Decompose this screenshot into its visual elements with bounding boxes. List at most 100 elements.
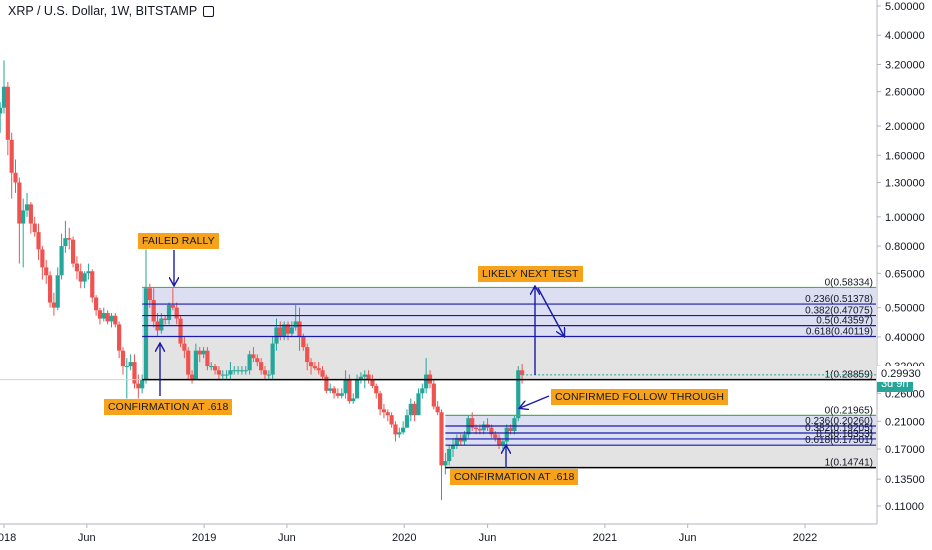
- candle-body: [259, 362, 264, 371]
- candle: [136, 374, 141, 399]
- candle-body: [404, 415, 410, 428]
- candle: [251, 347, 256, 363]
- price-tick-label: 0.40000: [885, 332, 925, 344]
- candle-body: [174, 307, 179, 319]
- candle: [512, 415, 517, 435]
- candle-body: [473, 427, 479, 429]
- candle-body: [504, 427, 509, 442]
- candle-body: [316, 368, 321, 371]
- price-tick-label: 1.00000: [885, 212, 925, 224]
- symbol-title: XRP / U.S. Dollar, 1W, BITSTAMP: [8, 4, 215, 18]
- candle-body: [347, 379, 352, 402]
- fib-lower-level-label: 0.236(0.20260): [805, 416, 873, 427]
- candle-body: [262, 370, 268, 375]
- candle: [9, 132, 14, 199]
- candle: [55, 267, 60, 311]
- price-tick-label: 0.17000: [885, 444, 925, 456]
- candle: [74, 256, 80, 280]
- candle: [450, 437, 456, 457]
- candle-body: [59, 246, 64, 276]
- candle: [47, 271, 53, 308]
- annotation-failed-rally[interactable]: FAILED RALLY: [138, 233, 219, 249]
- candle-body: [166, 305, 172, 320]
- candle-body: [82, 273, 87, 282]
- fib-lower-level-label: 0.5(0.18353): [816, 429, 873, 440]
- candle-body: [239, 370, 245, 372]
- candle-body: [186, 350, 191, 375]
- candle: [378, 390, 383, 416]
- candle-body: [489, 427, 494, 435]
- candle-body: [17, 182, 22, 224]
- candle-body: [113, 315, 118, 325]
- candle-body: [32, 223, 37, 233]
- candle: [51, 292, 56, 316]
- candle-body: [47, 275, 53, 303]
- price-tick-label: 2.00000: [885, 121, 925, 133]
- candle-body: [351, 398, 356, 402]
- candle: [489, 424, 494, 438]
- fib-lower-level-label: 0.382(0.19205): [805, 423, 873, 434]
- candle-body: [86, 271, 91, 274]
- candle: [128, 354, 133, 371]
- candle-body: [508, 427, 513, 431]
- candle-body: [397, 432, 402, 435]
- candle-body: [193, 350, 198, 380]
- candle-body: [97, 310, 103, 319]
- candle-body: [21, 210, 26, 224]
- candle: [70, 236, 76, 268]
- candle-body: [450, 445, 456, 449]
- fib-lower-level-label: 1(0.14741): [825, 458, 873, 469]
- candle: [389, 412, 394, 428]
- candle-body: [270, 343, 275, 375]
- candle-body: [520, 370, 525, 375]
- time-tick-label: 2019: [192, 532, 216, 544]
- candle-body: [458, 437, 463, 442]
- candle-body: [13, 172, 18, 183]
- title-menu-icon[interactable]: [203, 6, 215, 18]
- candle: [408, 398, 413, 422]
- candle-body: [354, 379, 360, 399]
- annotation-likely-next-test[interactable]: LIKELY NEXT TEST: [478, 266, 583, 282]
- candle: [404, 409, 410, 428]
- candle-body: [320, 370, 325, 377]
- annotation-confirmation-1[interactable]: CONFIRMATION AT .618: [104, 399, 233, 415]
- candle: [293, 305, 298, 331]
- symbol-title-text: XRP / U.S. Dollar, 1W, BITSTAMP: [8, 4, 198, 18]
- candle: [431, 379, 436, 410]
- candle: [443, 452, 448, 475]
- candle: [132, 354, 137, 389]
- fib-lower-level-label: 0(0.21965): [825, 405, 873, 416]
- candle-body: [274, 327, 279, 344]
- candle: [481, 421, 486, 435]
- annotation-confirmation-2[interactable]: CONFIRMATION AT .618: [450, 469, 579, 485]
- candle-body: [55, 275, 60, 308]
- time-tick-label: Jun: [278, 532, 296, 544]
- follow-through-arrow-icon: [520, 395, 550, 408]
- candle-body: [40, 249, 45, 268]
- candle: [32, 216, 37, 237]
- time-tick-label: Jun: [679, 532, 697, 544]
- candle-body: [416, 393, 421, 416]
- candle-body: [51, 302, 56, 308]
- candle-body: [385, 412, 390, 416]
- candle: [259, 358, 264, 375]
- candle: [312, 362, 317, 371]
- time-tick-label: Jun: [479, 532, 497, 544]
- candle-body: [282, 324, 287, 337]
- fib-lower-lower-band: [445, 445, 876, 468]
- candle: [335, 388, 340, 399]
- price-tick-label: 0.80000: [885, 241, 925, 253]
- candle: [274, 318, 279, 351]
- candle-body: [189, 374, 195, 380]
- annotation-confirmed-follow-through[interactable]: CONFIRMED FOLLOW THROUGH: [551, 389, 729, 405]
- candle: [94, 295, 99, 316]
- candle-body: [516, 370, 521, 419]
- candle-body: [401, 427, 406, 433]
- price-tick-label: 3.20000: [885, 59, 925, 71]
- candle: [516, 366, 521, 422]
- candle-body: [178, 318, 183, 344]
- candle-body: [201, 350, 206, 355]
- candle-body: [420, 388, 425, 394]
- candle: [178, 315, 183, 348]
